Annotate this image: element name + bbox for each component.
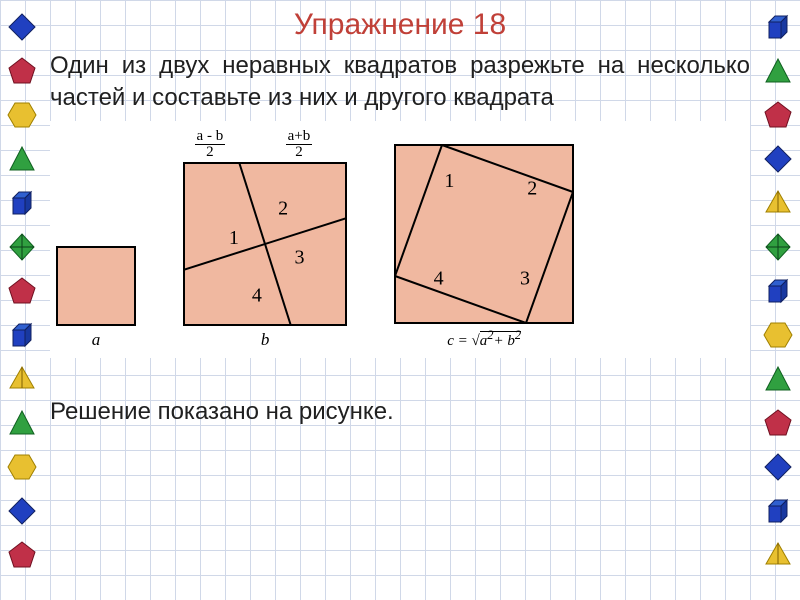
decorative-shapes-left xyxy=(2,0,42,600)
deco-hex-yellow-icon xyxy=(7,452,37,482)
deco-triangle-green-icon xyxy=(763,364,793,394)
solution-caption: Решение показано на рисунке. xyxy=(50,398,750,426)
deco-pyramid-yellow-icon xyxy=(763,540,793,570)
deco-cube-blue-icon xyxy=(7,320,37,350)
deco-pentagon-red-icon xyxy=(763,100,793,130)
exercise-title: Упражнение 18 xyxy=(50,8,750,42)
deco-cube-blue-icon xyxy=(763,12,793,42)
deco-diamond-blue-icon xyxy=(763,144,793,174)
deco-diamond-blue-icon xyxy=(763,452,793,482)
square-a xyxy=(56,246,136,326)
decorative-shapes-right xyxy=(758,0,798,600)
deco-pyramid-yellow-icon xyxy=(763,188,793,218)
square-b-block: a - b2a+b2 1 2 3 4 b xyxy=(176,129,354,350)
square-b-label: b xyxy=(261,330,270,350)
square-a-label: a xyxy=(92,330,101,350)
problem-statement: Один из двух неравных квадратов разрежьт… xyxy=(50,50,750,115)
svg-text:2: 2 xyxy=(527,177,537,199)
square-c-block: 1 2 3 4 c = √a2+ b2 xyxy=(394,144,574,350)
deco-pyramid-yellow-icon xyxy=(7,364,37,394)
square-c: 1 2 3 4 xyxy=(394,144,574,324)
deco-pentagon-red-icon xyxy=(7,56,37,86)
svg-text:2: 2 xyxy=(278,197,288,219)
deco-cube-blue-icon xyxy=(7,188,37,218)
figure-area: a a - b2a+b2 1 2 3 4 b 1 2 3 4 c = √a2+ … xyxy=(50,121,750,358)
deco-diamond-blue-icon xyxy=(7,496,37,526)
square-a-block: a xyxy=(56,246,136,350)
square-b-top-labels: a - b2a+b2 xyxy=(176,129,354,160)
deco-pentagon-red-icon xyxy=(7,276,37,306)
square-c-formula: c = √a2+ b2 xyxy=(447,328,521,350)
svg-text:4: 4 xyxy=(252,284,262,306)
svg-text:1: 1 xyxy=(445,170,455,192)
deco-cube-blue-icon xyxy=(763,496,793,526)
deco-hex-yellow-icon xyxy=(763,320,793,350)
deco-octa-green-icon xyxy=(763,232,793,262)
deco-triangle-green-icon xyxy=(7,408,37,438)
deco-pentagon-red-icon xyxy=(763,408,793,438)
deco-hex-yellow-icon xyxy=(7,100,37,130)
deco-triangle-green-icon xyxy=(763,56,793,86)
svg-text:3: 3 xyxy=(295,246,305,268)
deco-diamond-blue-icon xyxy=(7,12,37,42)
svg-text:3: 3 xyxy=(520,267,530,289)
deco-pentagon-red-icon xyxy=(7,540,37,570)
slide-content: Упражнение 18 Один из двух неравных квад… xyxy=(50,8,750,426)
svg-text:1: 1 xyxy=(229,227,239,249)
square-b: 1 2 3 4 xyxy=(183,162,347,326)
svg-text:4: 4 xyxy=(434,267,444,289)
deco-triangle-green-icon xyxy=(7,144,37,174)
deco-octa-green-icon xyxy=(7,232,37,262)
deco-cube-blue-icon xyxy=(763,276,793,306)
